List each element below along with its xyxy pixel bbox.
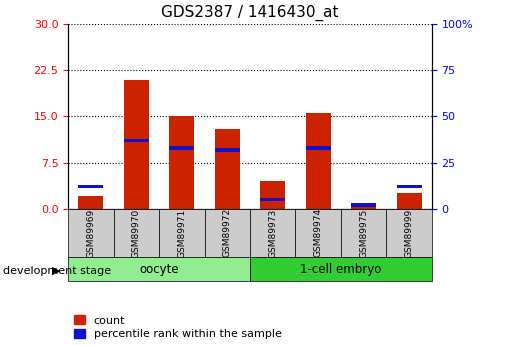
Bar <box>215 129 240 209</box>
Text: GSM89970: GSM89970 <box>132 208 141 257</box>
Text: GSM89974: GSM89974 <box>314 208 323 257</box>
Text: development stage: development stage <box>3 266 111 276</box>
Legend: count, percentile rank within the sample: count, percentile rank within the sample <box>74 315 282 339</box>
Bar <box>159 209 205 257</box>
Bar <box>250 209 295 257</box>
Bar <box>68 209 114 257</box>
Text: oocyte: oocyte <box>139 263 179 276</box>
Text: GSM89973: GSM89973 <box>268 208 277 257</box>
Bar <box>306 146 331 150</box>
Text: ▶: ▶ <box>53 266 61 276</box>
Bar <box>78 196 104 209</box>
Text: GSM89975: GSM89975 <box>359 208 368 257</box>
Bar <box>169 117 194 209</box>
Bar <box>351 203 376 209</box>
Text: GSM89969: GSM89969 <box>86 208 95 257</box>
Bar <box>124 139 149 142</box>
Bar <box>396 193 422 209</box>
Bar <box>205 209 250 257</box>
Bar <box>114 209 159 257</box>
Bar <box>215 148 240 151</box>
Bar <box>260 181 285 209</box>
Text: GSM89972: GSM89972 <box>223 208 232 257</box>
Bar <box>295 209 341 257</box>
Bar <box>68 257 250 281</box>
Bar <box>341 209 386 257</box>
Bar <box>260 198 285 201</box>
Bar <box>396 185 422 188</box>
Bar <box>250 257 432 281</box>
Bar <box>386 209 432 257</box>
Text: 1-cell embryo: 1-cell embryo <box>300 263 382 276</box>
Bar <box>124 79 149 209</box>
Title: GDS2387 / 1416430_at: GDS2387 / 1416430_at <box>161 5 339 21</box>
Bar <box>351 203 376 207</box>
Bar <box>78 185 104 188</box>
Text: GSM89971: GSM89971 <box>177 208 186 257</box>
Bar <box>169 146 194 150</box>
Bar <box>306 114 331 209</box>
Text: GSM89999: GSM89999 <box>405 208 414 257</box>
